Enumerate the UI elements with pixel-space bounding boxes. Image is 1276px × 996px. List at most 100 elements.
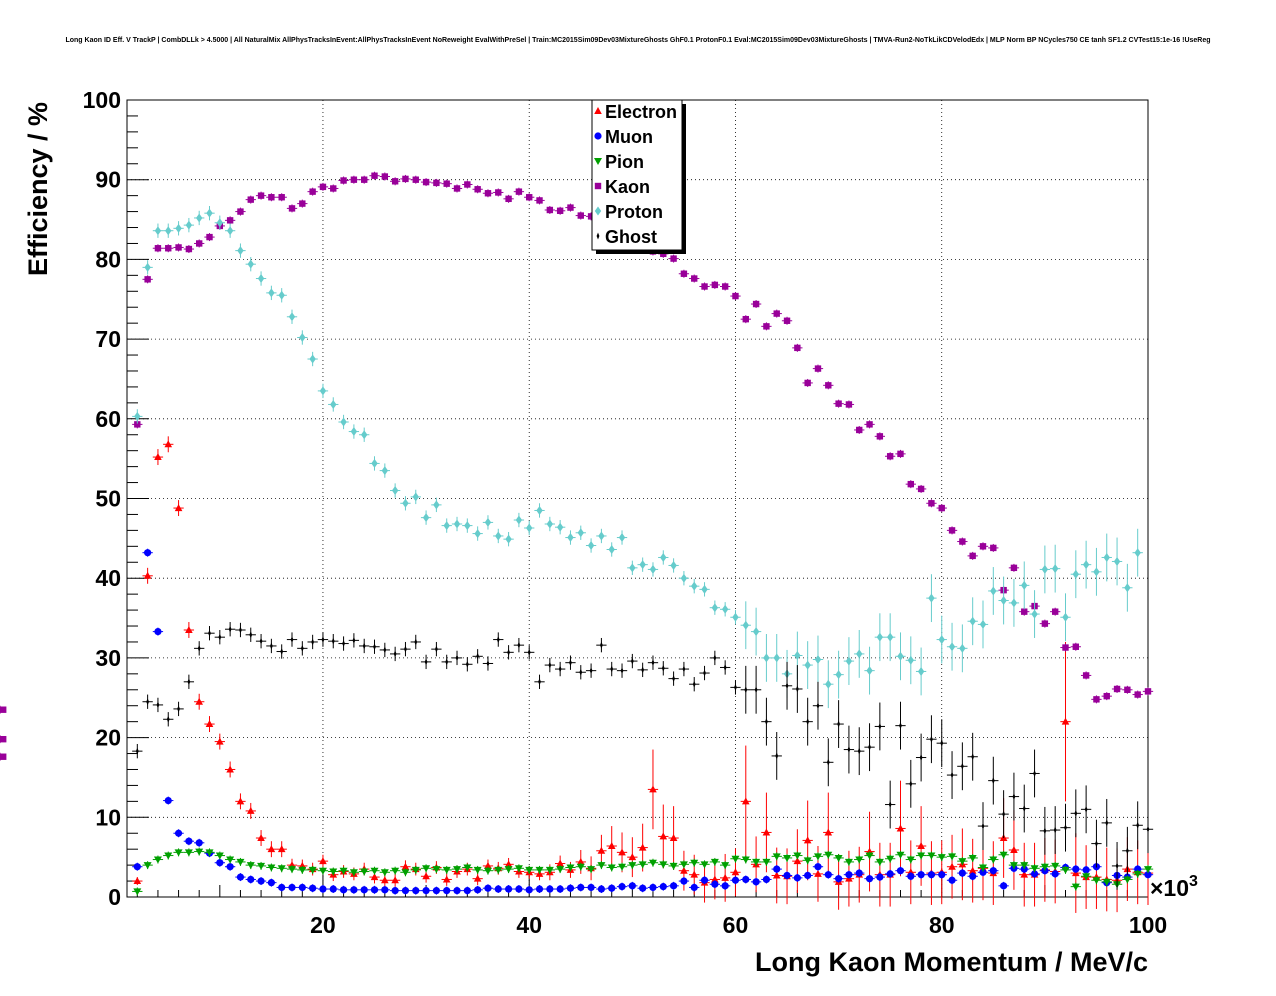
electron-point [319, 857, 327, 865]
electron-point [504, 860, 513, 868]
ghost-point [1033, 769, 1036, 777]
electron-point [772, 871, 781, 879]
pion-point [1051, 862, 1060, 870]
muon-series [132, 548, 1154, 895]
kaon-point [1062, 644, 1069, 651]
electron-point [277, 845, 286, 853]
kaon-point [412, 176, 419, 183]
ghost-point [795, 685, 799, 693]
muon-point [752, 878, 760, 886]
kaon-point [391, 178, 399, 185]
pion-point [184, 849, 193, 857]
ghost-point [940, 739, 944, 747]
electron-point [731, 868, 740, 876]
pion-point [133, 888, 142, 896]
pion-point [525, 866, 534, 874]
kaon-point [185, 245, 193, 253]
proton-point [216, 218, 224, 228]
kaon-point [175, 244, 182, 251]
muon-point [556, 885, 564, 893]
proton-point [361, 430, 368, 440]
kaon-point [577, 212, 584, 219]
ghost-point [569, 659, 572, 667]
kaon-point [422, 178, 430, 186]
pion-point [277, 865, 286, 873]
muon-point [350, 886, 358, 894]
pion-point [494, 866, 503, 874]
proton-point [340, 417, 347, 427]
ghost-point [600, 641, 603, 649]
legend-pion-label: Pion [605, 152, 644, 172]
proton-point [453, 519, 461, 529]
kaon-point [556, 207, 564, 214]
proton-point [856, 649, 863, 659]
electron-point [597, 846, 606, 854]
pion-point [731, 855, 740, 863]
ghost-point [744, 686, 748, 694]
x-axis-multiplier-base: ×10 [1150, 875, 1189, 901]
proton-point [175, 223, 182, 233]
proton-point [484, 517, 492, 527]
proton-point [134, 411, 141, 421]
kaon-point [330, 185, 337, 192]
y-tick-label: 60 [95, 406, 121, 432]
pion-point [576, 863, 585, 871]
muon-point [1000, 882, 1008, 890]
pion-point [174, 849, 183, 857]
muon-point [484, 884, 492, 892]
muon-point [639, 884, 647, 892]
muon-point [422, 887, 430, 895]
pion-point [453, 866, 462, 874]
ghost-point [991, 777, 995, 785]
pion-point [679, 861, 688, 869]
ghost-point [1105, 819, 1109, 827]
kaon-point [721, 283, 729, 290]
ghost-point [868, 743, 871, 751]
pion-point [968, 854, 977, 862]
ghost-point [765, 718, 768, 726]
proton-point [195, 213, 203, 223]
pion-point [535, 866, 544, 874]
electron-point [793, 857, 802, 865]
muon-point [546, 885, 554, 893]
muon-point [917, 871, 925, 879]
proton-point [979, 619, 987, 629]
pion-point [1030, 865, 1039, 873]
kaon-point [886, 453, 894, 460]
pion-point [741, 856, 750, 864]
proton-point [412, 492, 419, 502]
kaon-point [288, 205, 296, 212]
pion-point [370, 867, 379, 875]
pion-point [607, 864, 616, 872]
proton-point [732, 612, 739, 622]
kaon-point [1041, 620, 1049, 627]
kaon-point [876, 433, 884, 440]
kaon-point [1082, 672, 1090, 679]
y-axis-label: Efficiency / % [23, 102, 53, 276]
legend-electron-marker [594, 107, 602, 114]
ghost-point [1002, 810, 1006, 818]
kaon-point [1010, 564, 1018, 572]
muon-point [896, 867, 905, 875]
kaon-point [515, 188, 523, 195]
muon-point [257, 877, 265, 885]
electron-point [164, 440, 173, 448]
muon-point [309, 884, 317, 892]
kaon-point [206, 233, 213, 241]
electron-point [649, 785, 657, 793]
ghost-point [775, 752, 779, 760]
x-axis-label: Long Kaon Momentum / MeV/c [755, 947, 1148, 977]
pion-point [1133, 870, 1142, 878]
ghost-point [878, 722, 882, 730]
proton-point [670, 560, 677, 570]
electron-point [370, 873, 379, 881]
pion-point [164, 852, 173, 860]
proton-point [268, 288, 275, 298]
ghost-point [404, 645, 407, 653]
pion-point [813, 853, 822, 861]
electron-point [762, 828, 771, 836]
ghost-point [146, 698, 150, 706]
legend-pion-marker [594, 158, 602, 165]
electron-point [484, 861, 492, 869]
proton-point [257, 274, 265, 284]
